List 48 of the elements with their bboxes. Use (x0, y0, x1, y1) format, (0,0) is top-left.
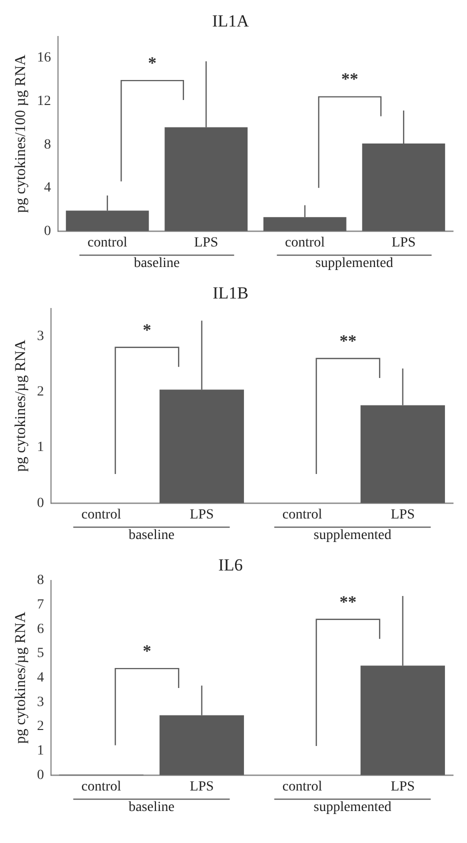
text: supplemented (314, 800, 392, 815)
annotation: ** (339, 592, 356, 612)
y-tick-label: 2 (37, 719, 44, 734)
y-tick-label: 6 (37, 622, 44, 637)
y-tick-label: 8 (37, 573, 44, 588)
y-tick-label: 5 (37, 646, 44, 662)
text: baseline (134, 256, 180, 271)
y-tick-label: 12 (37, 94, 51, 110)
y-tick-label: 16 (37, 50, 51, 66)
y-tick-label: 8 (44, 137, 51, 152)
x-tick-label: LPS (390, 779, 415, 794)
y-tick-label: 4 (44, 180, 51, 196)
x-tick-label: LPS (194, 235, 218, 250)
y-tick-label: 1 (37, 744, 44, 759)
y-tick-label: 3 (37, 694, 44, 710)
y-tick-label: 0 (37, 496, 44, 511)
y-tick-label: 0 (44, 224, 51, 239)
y-axis-title: pg cytokines/µg RNA (12, 340, 29, 472)
annotation: * (142, 320, 152, 340)
x-tick-label: control (88, 235, 128, 250)
x-tick-label: LPS (390, 507, 415, 522)
x-tick-label: LPS (190, 507, 214, 522)
annotation: * (142, 641, 152, 660)
x-tick-label: LPS (190, 779, 214, 794)
chart-title: IL6 (218, 556, 243, 575)
text: baseline (128, 800, 174, 815)
x-tick-label: control (285, 235, 325, 250)
annotation: * (148, 53, 157, 72)
y-tick-label: 2 (37, 384, 44, 400)
y-tick-label: 3 (37, 328, 44, 344)
chart-title: IL1A (212, 12, 250, 31)
annotation: ** (339, 331, 356, 350)
y-tick-label: 1 (37, 440, 44, 456)
chart-title: IL1B (212, 284, 248, 303)
text: supplemented (314, 528, 392, 543)
y-tick-label: 7 (37, 597, 44, 612)
y-axis-title: pg cytokines/100 µg RNA (12, 54, 29, 213)
x-tick-label: control (81, 507, 122, 522)
y-tick-label: 4 (37, 670, 44, 686)
text: supplemented (315, 256, 394, 271)
x-tick-label: control (81, 779, 122, 794)
y-axis-title: pg cytokines/µg RNA (12, 612, 29, 744)
x-tick-label: LPS (392, 235, 416, 250)
x-tick-label: control (282, 779, 322, 794)
text: baseline (128, 528, 174, 543)
annotation: ** (341, 70, 358, 89)
y-tick-label: 0 (37, 768, 44, 783)
x-tick-label: control (282, 507, 322, 522)
